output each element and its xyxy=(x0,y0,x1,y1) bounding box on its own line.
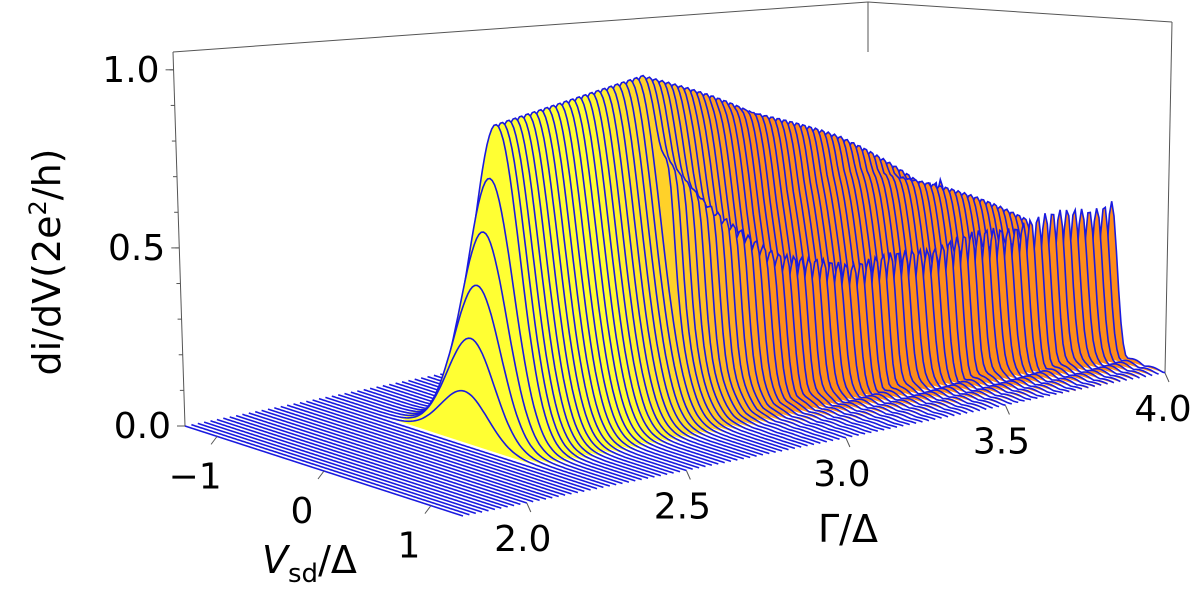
x-tick-label: 4.0 xyxy=(1134,389,1191,430)
box-edge-top-right xyxy=(867,1,1173,23)
axis-ticks xyxy=(165,69,1170,514)
z-tick-label: 0.5 xyxy=(108,228,165,269)
ribbon-line xyxy=(267,408,547,500)
plot-box xyxy=(172,1,1173,427)
x-tick-label: 3.0 xyxy=(813,454,870,495)
ribbon-line xyxy=(197,422,477,515)
ribbon-line xyxy=(191,423,470,516)
ribbon-line xyxy=(344,231,623,485)
x-tick xyxy=(1164,372,1170,383)
y-axis-tick-labels: −1 0 1 xyxy=(169,456,421,566)
ribbon-line xyxy=(274,407,553,499)
ribbon-line xyxy=(376,117,655,478)
y-axis-label: Vsd/Δ xyxy=(262,538,357,589)
ribbon-line xyxy=(350,177,630,483)
x-tick xyxy=(526,502,532,513)
y-tick-label: 1 xyxy=(397,526,420,567)
ribbon-line xyxy=(216,418,496,511)
box-edge-top-back xyxy=(172,1,869,53)
ribbon-line xyxy=(357,123,636,482)
x-axis-tick-labels: 2.0 2.5 3.0 3.5 4.0 xyxy=(494,389,1191,560)
ribbon-line xyxy=(337,284,617,486)
ribbon-line xyxy=(306,400,585,493)
x-tick xyxy=(685,470,691,480)
box-edge-left-vertical xyxy=(172,51,186,427)
y-tick xyxy=(317,470,325,480)
z-axis-label: di/dV(2e2/h) xyxy=(24,149,69,376)
ribbon-line xyxy=(318,397,598,490)
ribbon-line xyxy=(254,410,534,503)
z-tick-label: 1.0 xyxy=(102,50,159,91)
ribbon-line xyxy=(235,414,515,507)
x-axis-label: Γ/Δ xyxy=(818,507,878,551)
ribbon-line xyxy=(280,405,559,498)
ribbon-line xyxy=(363,121,642,481)
x-tick xyxy=(845,437,851,448)
ribbon-line xyxy=(229,416,508,508)
x-tick-label: 3.5 xyxy=(973,422,1030,463)
x-tick-label: 2.5 xyxy=(654,487,711,528)
z-axis-tick-labels: 0.0 0.5 1.0 xyxy=(102,50,171,447)
ribbon-line xyxy=(325,389,604,489)
waterfall-ribbons xyxy=(184,74,1166,517)
ribbon-line xyxy=(286,404,566,496)
ribbon-line xyxy=(210,420,489,512)
ribbon-line xyxy=(248,412,528,504)
x-tick-label: 2.0 xyxy=(494,519,551,560)
ribbon-line xyxy=(261,409,540,502)
ribbon-line xyxy=(382,115,662,477)
y-tick-label: 0 xyxy=(291,491,314,532)
ribbon-fill xyxy=(325,390,604,488)
ribbon-line xyxy=(223,417,502,509)
y-tick xyxy=(210,436,218,445)
ribbon-line xyxy=(299,401,579,494)
ribbon-line xyxy=(369,119,649,480)
ribbon-line xyxy=(293,403,572,495)
x-tick xyxy=(1004,405,1010,415)
y-tick xyxy=(424,505,432,514)
ribbon-line xyxy=(331,337,611,487)
ribbon-line xyxy=(203,421,483,513)
ribbon-line xyxy=(312,399,591,491)
z-tick-label: 0.0 xyxy=(114,406,171,447)
y-tick-label: −1 xyxy=(169,456,222,497)
box-edge-right-vertical xyxy=(1164,21,1173,374)
ribbon-line xyxy=(242,413,521,506)
